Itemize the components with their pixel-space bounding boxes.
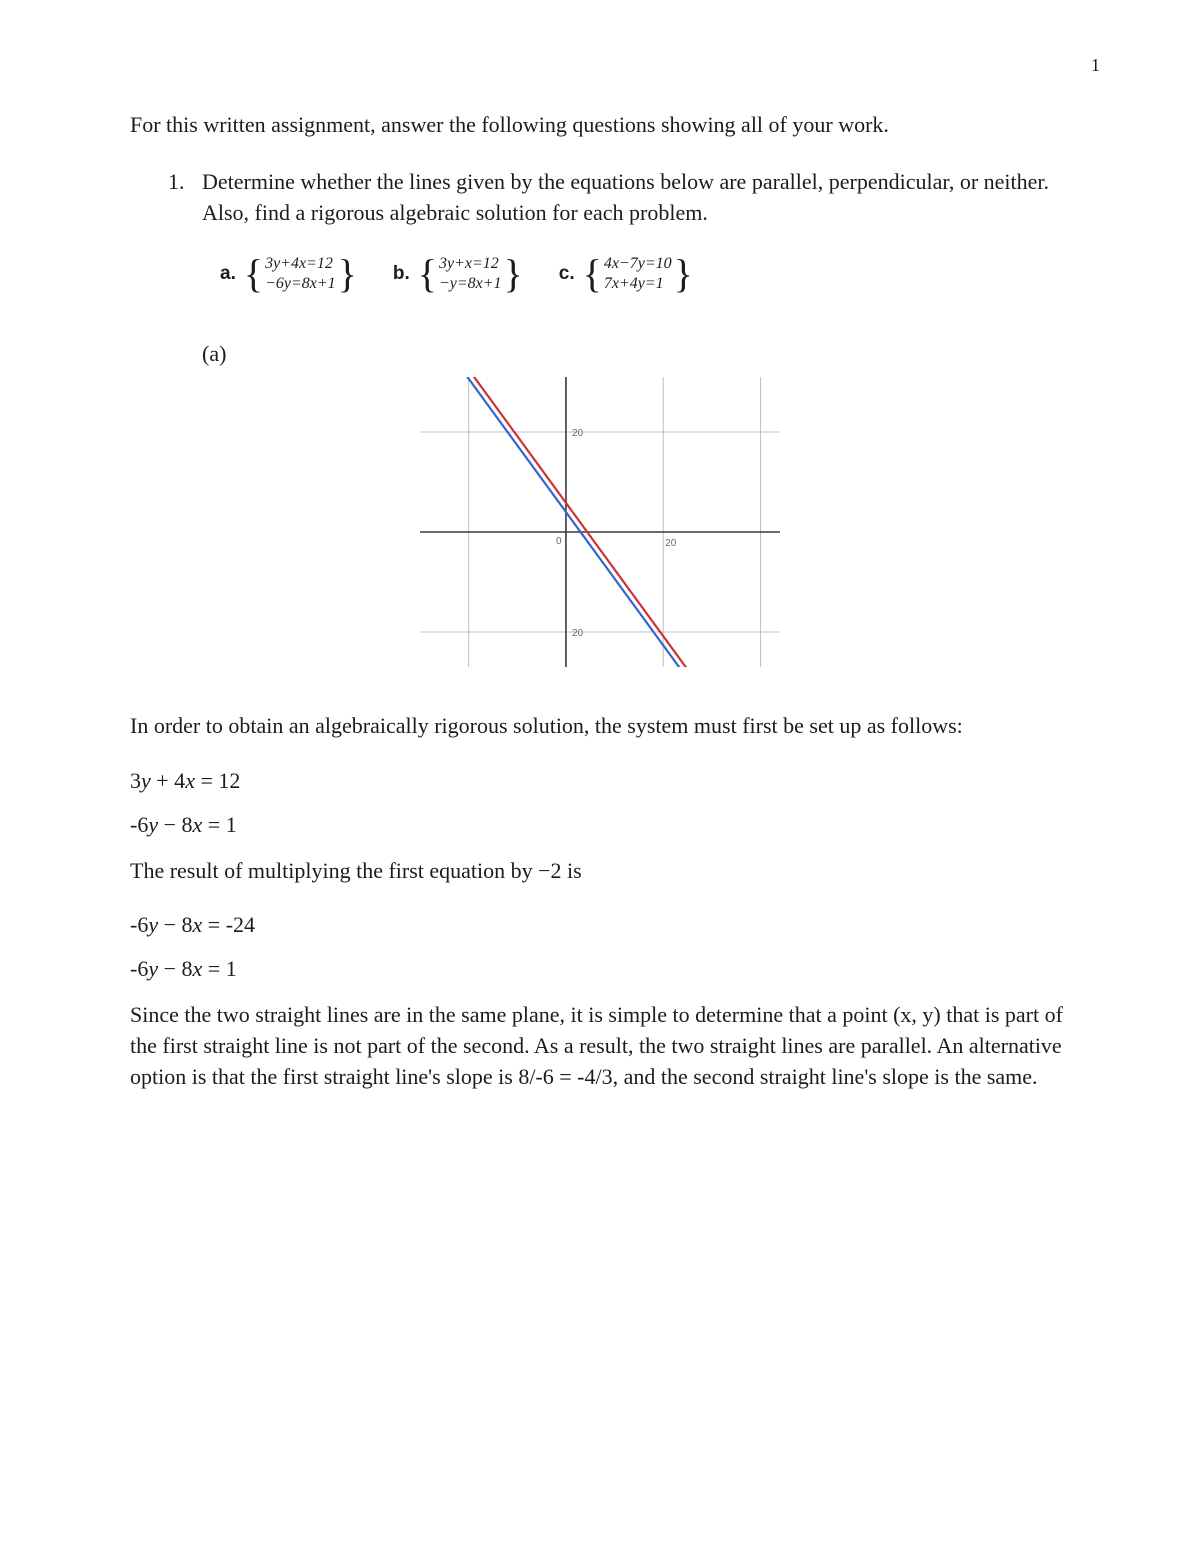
system-c-eq-bot: 7x+4y=1 [604, 274, 672, 293]
system-b-eq-top: 3y+x=12 [439, 254, 502, 273]
system-c-equations: 4x−7y=10 7x+4y=1 [602, 254, 674, 292]
left-brace-icon: { [583, 256, 602, 292]
system-a: a. { 3y+4x=12 −6y=8x+1 } [220, 254, 357, 292]
chart-parallel-lines: 20 20 20 0 [420, 377, 780, 667]
origin-label: 0 [556, 536, 562, 547]
system-a-equations: 3y+4x=12 −6y=8x+1 [263, 254, 338, 292]
y-tick-neg20: 20 [572, 628, 584, 639]
body-p3: Since the two straight lines are in the … [130, 1000, 1070, 1092]
right-brace-icon: } [674, 256, 693, 292]
right-brace-icon: } [504, 256, 523, 292]
question-1-number: 1. [168, 167, 202, 229]
system-b: b. { 3y+x=12 −y=8x+1 } [393, 254, 523, 292]
system-a-eq-top: 3y+4x=12 [265, 254, 336, 273]
body-p1: In order to obtain an algebraically rigo… [130, 711, 1070, 742]
system-c-label: c. [559, 263, 575, 285]
left-brace-icon: { [244, 256, 263, 292]
eq-line-2: -6y − 8x = 1 [130, 812, 1070, 838]
eq-line-3: -6y − 8x = -24 [130, 912, 1070, 938]
question-list: 1. Determine whether the lines given by … [168, 167, 1070, 229]
question-1-text: Determine whether the lines given by the… [202, 167, 1070, 229]
intro-paragraph: For this written assignment, answer the … [130, 110, 1070, 141]
right-brace-icon: } [338, 256, 357, 292]
body-p2: The result of multiplying the first equa… [130, 856, 1070, 887]
system-b-label: b. [393, 263, 410, 285]
y-tick-20: 20 [572, 428, 584, 439]
eq-line-1: 3y + 4x = 12 [130, 768, 1070, 794]
system-c: c. { 4x−7y=10 7x+4y=1 } [559, 254, 693, 292]
page-number: 1 [1091, 55, 1100, 76]
system-a-eq-bot: −6y=8x+1 [265, 274, 336, 293]
system-c-eq-top: 4x−7y=10 [604, 254, 672, 273]
systems-row: a. { 3y+4x=12 −6y=8x+1 } b. { 3y+x=12 −y… [220, 254, 1070, 292]
part-a-label: (a) [202, 341, 1070, 367]
left-brace-icon: { [418, 256, 437, 292]
system-b-eq-bot: −y=8x+1 [439, 274, 502, 293]
system-b-equations: 3y+x=12 −y=8x+1 [437, 254, 504, 292]
x-tick-20: 20 [665, 538, 677, 549]
chart-wrap: 20 20 20 0 [130, 377, 1070, 667]
eq-line-4: -6y − 8x = 1 [130, 956, 1070, 982]
page: 1 For this written assignment, answer th… [0, 0, 1200, 1553]
question-1: 1. Determine whether the lines given by … [168, 167, 1070, 229]
system-a-label: a. [220, 263, 236, 285]
